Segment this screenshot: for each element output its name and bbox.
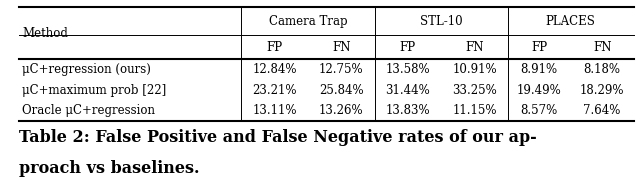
Text: μC+maximum prob [22]: μC+maximum prob [22] bbox=[22, 84, 166, 96]
Text: 25.84%: 25.84% bbox=[319, 84, 364, 96]
Text: 8.91%: 8.91% bbox=[521, 63, 558, 76]
Text: FN: FN bbox=[593, 41, 611, 54]
Text: μC+regression (ours): μC+regression (ours) bbox=[22, 63, 151, 76]
Text: Oracle μC+regression: Oracle μC+regression bbox=[22, 104, 156, 117]
Text: 13.26%: 13.26% bbox=[319, 104, 364, 117]
Text: Method: Method bbox=[22, 27, 68, 39]
Text: 18.29%: 18.29% bbox=[580, 84, 625, 96]
Text: Table 2: False Positive and False Negative rates of our ap-: Table 2: False Positive and False Negati… bbox=[19, 129, 537, 146]
Text: 13.83%: 13.83% bbox=[385, 104, 430, 117]
Text: FP: FP bbox=[531, 41, 547, 54]
Text: 10.91%: 10.91% bbox=[452, 63, 497, 76]
Text: 7.64%: 7.64% bbox=[584, 104, 621, 117]
Text: FP: FP bbox=[400, 41, 416, 54]
Text: FN: FN bbox=[332, 41, 351, 54]
Text: Camera Trap: Camera Trap bbox=[269, 15, 348, 28]
Text: 33.25%: 33.25% bbox=[452, 84, 497, 96]
Text: 13.58%: 13.58% bbox=[385, 63, 430, 76]
Text: PLACES: PLACES bbox=[546, 15, 596, 28]
Text: 12.84%: 12.84% bbox=[252, 63, 297, 76]
Text: 19.49%: 19.49% bbox=[517, 84, 561, 96]
Text: STL-10: STL-10 bbox=[420, 15, 463, 28]
Text: 11.15%: 11.15% bbox=[452, 104, 497, 117]
Text: 23.21%: 23.21% bbox=[252, 84, 297, 96]
Text: 31.44%: 31.44% bbox=[385, 84, 430, 96]
Text: FP: FP bbox=[266, 41, 283, 54]
Text: 13.11%: 13.11% bbox=[252, 104, 297, 117]
Text: 8.57%: 8.57% bbox=[520, 104, 558, 117]
Text: 8.18%: 8.18% bbox=[584, 63, 621, 76]
Text: proach vs baselines.: proach vs baselines. bbox=[19, 160, 200, 177]
Text: 12.75%: 12.75% bbox=[319, 63, 364, 76]
Text: FN: FN bbox=[465, 41, 484, 54]
